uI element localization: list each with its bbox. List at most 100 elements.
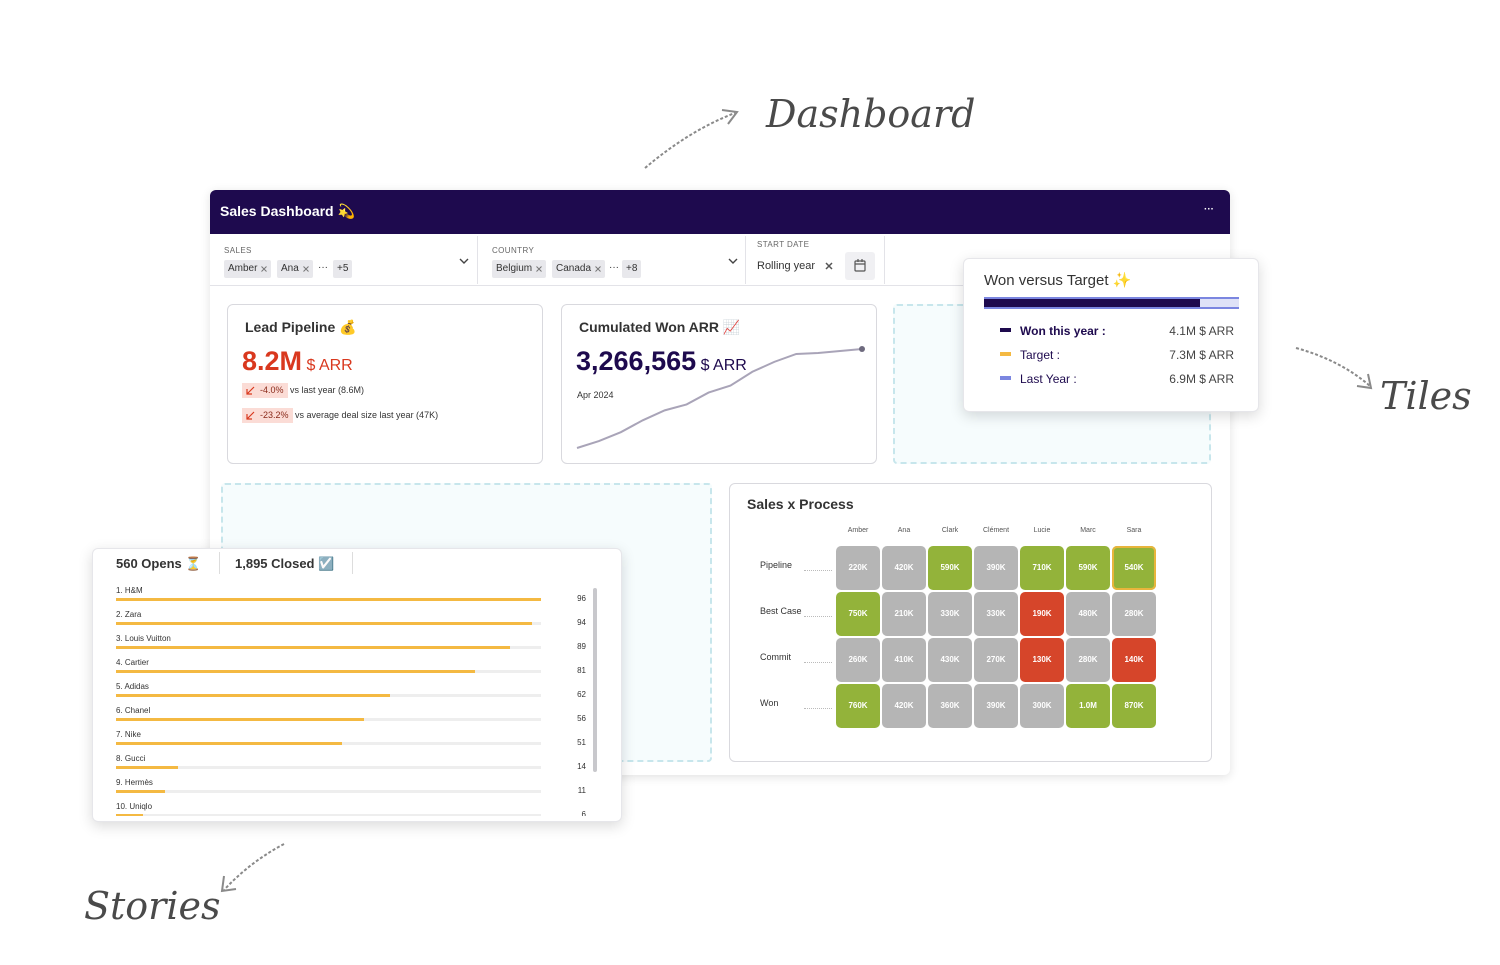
rank-value: 81 <box>577 666 586 675</box>
heatmap-cell: 1.0M <box>1066 684 1110 728</box>
divider <box>210 285 1230 286</box>
column-header: Ana <box>897 527 911 534</box>
icon <box>261 266 268 272</box>
calendar-button[interactable] <box>845 252 875 280</box>
heatmap-cell: 210K <box>882 592 926 636</box>
column-header: Sara <box>1126 527 1142 534</box>
legend-swatch <box>1000 328 1011 332</box>
cumulated-won-tile <box>561 304 877 464</box>
heatmap-cell: 260K <box>836 638 880 682</box>
divider <box>477 236 478 284</box>
rank-label: 8. Gucci <box>116 754 146 763</box>
legend-value: 6.9M $ ARR <box>1169 372 1234 386</box>
heatmap-cell: 590K <box>1066 546 1110 590</box>
kpi-value: 8.2M <box>242 346 303 376</box>
rank-label: 9. Hermès <box>116 778 153 787</box>
heatmap-cell: 270K <box>974 638 1018 682</box>
more-chips[interactable]: +8 <box>622 260 642 278</box>
bar <box>116 814 143 816</box>
sparkline <box>576 346 865 449</box>
column-header: Clark <box>941 527 959 534</box>
won-vs-target-tile <box>963 258 1259 412</box>
divider <box>745 236 746 284</box>
ranking-list: 1. H&M 96 2. Zara 94 3. Louis Vuitton 89 4. Ca… <box>92 580 622 816</box>
stories-tile <box>92 548 622 822</box>
leader-line <box>804 616 832 617</box>
filter-chip[interactable]: Ana <box>277 260 313 278</box>
sparkline-end <box>859 346 865 352</box>
legend-label: Target : <box>1020 348 1061 362</box>
row-label: Pipeline <box>760 560 793 570</box>
kpi: 3,266,565 $ ARR <box>576 346 747 377</box>
dropdown-chevron[interactable] <box>728 257 738 265</box>
more-chips[interactable]: +5 <box>333 260 353 278</box>
heatmap-cell: 710K <box>1020 546 1064 590</box>
chip-remove <box>261 266 268 272</box>
bar <box>116 718 364 721</box>
dropdown-chevron[interactable] <box>459 257 469 265</box>
legend-swatch <box>1000 376 1011 380</box>
leader-line <box>804 570 832 571</box>
heatmap-cell: 140K <box>1112 638 1156 682</box>
heatmap-cell: 220K <box>836 546 880 590</box>
column-header: Clément <box>982 527 1010 534</box>
bar <box>116 742 342 745</box>
rank-label: 10. Uniqlo <box>116 802 153 811</box>
chip-overflow: ··· <box>318 262 328 273</box>
rank-value: 89 <box>577 642 586 651</box>
heatmap-cell: 390K <box>974 546 1018 590</box>
rank-value: 51 <box>577 738 586 747</box>
scrollbar[interactable] <box>593 588 597 772</box>
heatmap-cell: 330K <box>928 592 972 636</box>
tile-title: Cumulated Won ARR 📈 <box>579 319 741 335</box>
filter-label: SALES <box>224 246 252 255</box>
rank-label: 5. Adidas <box>116 682 149 691</box>
chip-remove <box>595 266 601 272</box>
opens-count[interactable]: 560 Opens ⏳ <box>116 556 202 571</box>
bar-track <box>116 790 541 793</box>
menu-button[interactable]: ··· <box>1204 204 1214 215</box>
filter-chip[interactable]: Amber <box>224 260 272 278</box>
heatmap-cell: 480K <box>1066 592 1110 636</box>
header-bar <box>210 190 1230 234</box>
heatmap-cell: 590K <box>928 546 972 590</box>
rank-value: 6 <box>581 810 586 816</box>
rank-label: 7. Nike <box>116 730 141 739</box>
rank-label: 2. Zara <box>116 610 142 619</box>
legend-swatch <box>1000 352 1011 356</box>
bar <box>116 766 178 769</box>
down-arrow <box>246 411 255 420</box>
heatmap-cell: 420K <box>882 684 926 728</box>
filter-chip[interactable]: Belgium <box>492 260 547 278</box>
down-arrow <box>246 386 255 395</box>
row-label: Won <box>760 698 779 708</box>
rank-value: 94 <box>577 618 586 627</box>
rank-value: 56 <box>577 714 586 723</box>
date-label: Apr 2024 <box>577 390 614 400</box>
chip-overflow: ··· <box>609 262 619 273</box>
sparkline-path <box>576 348 863 449</box>
heatmap-cell: 190K <box>1020 592 1064 636</box>
column-header: Lucie <box>1033 527 1051 534</box>
icon <box>595 266 601 272</box>
divider <box>884 236 885 284</box>
date-value[interactable]: Rolling year <box>757 260 816 272</box>
heatmap-cell: 280K <box>1112 592 1156 636</box>
filter-label: COUNTRY <box>492 246 535 255</box>
heatmap-cell: 410K <box>882 638 926 682</box>
heatmap-cell: 330K <box>974 592 1018 636</box>
chip-remove <box>536 266 542 272</box>
closed-count[interactable]: 1,895 Closed ☑️ <box>235 556 335 571</box>
clear-button[interactable] <box>825 262 833 270</box>
delta-text: vs average deal size last year (47K) <box>295 410 439 420</box>
divider <box>352 552 353 574</box>
dashboard-title: Sales Dashboard 💫 <box>220 203 355 219</box>
heatmap-cell: 390K <box>974 684 1018 728</box>
rank-value: 96 <box>577 594 586 603</box>
won-bar <box>984 299 1200 307</box>
tile-title: Won versus Target ✨ <box>984 272 1132 289</box>
row-label: Commit <box>760 652 791 662</box>
leader-line <box>804 708 832 709</box>
filter-label: START DATE <box>757 240 810 249</box>
filter-chip[interactable]: Canada <box>552 260 606 278</box>
